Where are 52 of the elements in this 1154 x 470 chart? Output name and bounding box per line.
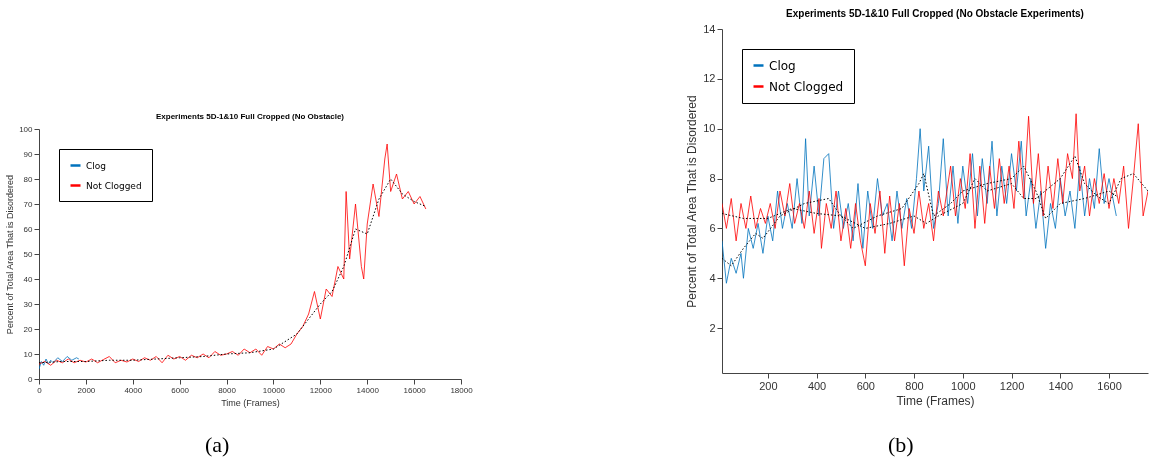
text: (a)	[205, 432, 230, 458]
y-axis-title: Percent of Total Area That is Disordered	[685, 95, 700, 308]
chart-title: Experiments 5D-1&10 Full Cropped (No Obstacle Experiments)	[786, 8, 1084, 19]
x-tick-label: 10000	[262, 385, 286, 395]
x-tick-label: 1400	[1048, 379, 1074, 392]
y-tick-label: 12	[703, 72, 716, 85]
y-tick-label: 40	[23, 274, 34, 284]
y-tick-label: 80	[23, 174, 34, 184]
line-series	[722, 113, 1148, 267]
x-tick-label: 1600	[1097, 379, 1122, 392]
y-tick-label: 30	[23, 299, 34, 309]
x-tick-label: 1000	[951, 379, 976, 392]
x-tick-label: 1200	[999, 379, 1025, 392]
x-axis-title: Time (Frames)	[221, 397, 280, 408]
y-tick-label: 20	[23, 324, 34, 334]
y-axis-title: Percent of Total Area That is Disordered	[5, 174, 16, 335]
legend-label: Not Clogged	[769, 79, 844, 94]
line-series	[722, 128, 1117, 284]
y-tick-label: 4	[709, 271, 716, 284]
chart-title: Experiments 5D-1&10 Full Cropped (No Obstacle)	[155, 112, 345, 121]
y-tick-label: 100	[19, 124, 34, 134]
text: (b)	[888, 432, 914, 458]
line-series	[39, 143, 427, 366]
x-tick-label: 8000	[218, 385, 237, 395]
legend-label: Clog	[769, 58, 796, 73]
x-tick-label: 18000	[450, 385, 474, 395]
x-tick-label: 200	[759, 379, 778, 392]
x-tick-label: 6000	[171, 385, 190, 395]
y-tick-label: 10	[23, 349, 34, 359]
y-tick-label: 10	[703, 122, 716, 135]
y-tick-label: 2	[709, 321, 716, 334]
y-tick-label: 60	[23, 224, 34, 234]
y-tick-label: 50	[23, 249, 34, 259]
x-tick-label: 2000	[77, 385, 96, 395]
y-tick-label: 6	[709, 221, 716, 234]
x-tick-label: 4000	[124, 385, 143, 395]
legend-label: Clog	[86, 160, 107, 171]
line-series	[39, 356, 80, 370]
x-tick-label: 400	[807, 379, 827, 392]
y-tick-label: 14	[703, 22, 716, 35]
x-tick-label: 800	[905, 379, 924, 392]
x-axis-title: Time (Frames)	[896, 393, 975, 408]
legend-label: Not Clogged	[86, 180, 142, 191]
x-tick-label: 0	[37, 385, 43, 395]
x-tick-label: 16000	[403, 385, 427, 395]
line-series	[39, 178, 427, 364]
y-tick-label: 70	[23, 199, 34, 209]
y-tick-label: 90	[23, 149, 34, 159]
y-tick-label: 8	[709, 172, 716, 185]
x-tick-label: 600	[856, 379, 875, 392]
x-tick-label: 14000	[356, 385, 380, 395]
x-tick-label: 12000	[309, 385, 333, 395]
